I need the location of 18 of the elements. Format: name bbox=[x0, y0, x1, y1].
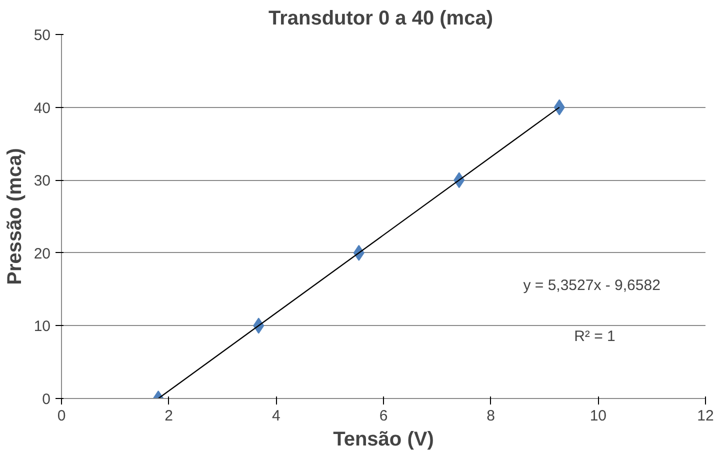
chart-title: Transdutor 0 a 40 (mca) bbox=[268, 8, 493, 30]
y-tick-label: 50 bbox=[34, 27, 51, 44]
y-tick-label: 0 bbox=[42, 391, 50, 408]
x-tick-label: 2 bbox=[164, 408, 174, 424]
x-tick-label: 4 bbox=[272, 408, 280, 424]
y-tick-label: 40 bbox=[34, 100, 51, 117]
x-tick-label: 12 bbox=[697, 408, 714, 424]
annotation: R² = 1 bbox=[574, 328, 616, 346]
x-tick-label: 10 bbox=[590, 408, 607, 424]
y-tick-label: 20 bbox=[34, 245, 51, 262]
x-tick-label: 6 bbox=[379, 408, 388, 424]
annotation: y = 5,3527x - 9,6582 bbox=[523, 277, 660, 294]
y-axis-title: Pressão (mca) bbox=[4, 148, 26, 285]
y-tick-label: 10 bbox=[34, 318, 51, 336]
x-axis-title: Tensão (V) bbox=[333, 428, 434, 450]
y-tick-label: 30 bbox=[34, 172, 51, 190]
x-tick-label: 8 bbox=[486, 408, 496, 424]
x-tick-label: 0 bbox=[57, 408, 66, 424]
